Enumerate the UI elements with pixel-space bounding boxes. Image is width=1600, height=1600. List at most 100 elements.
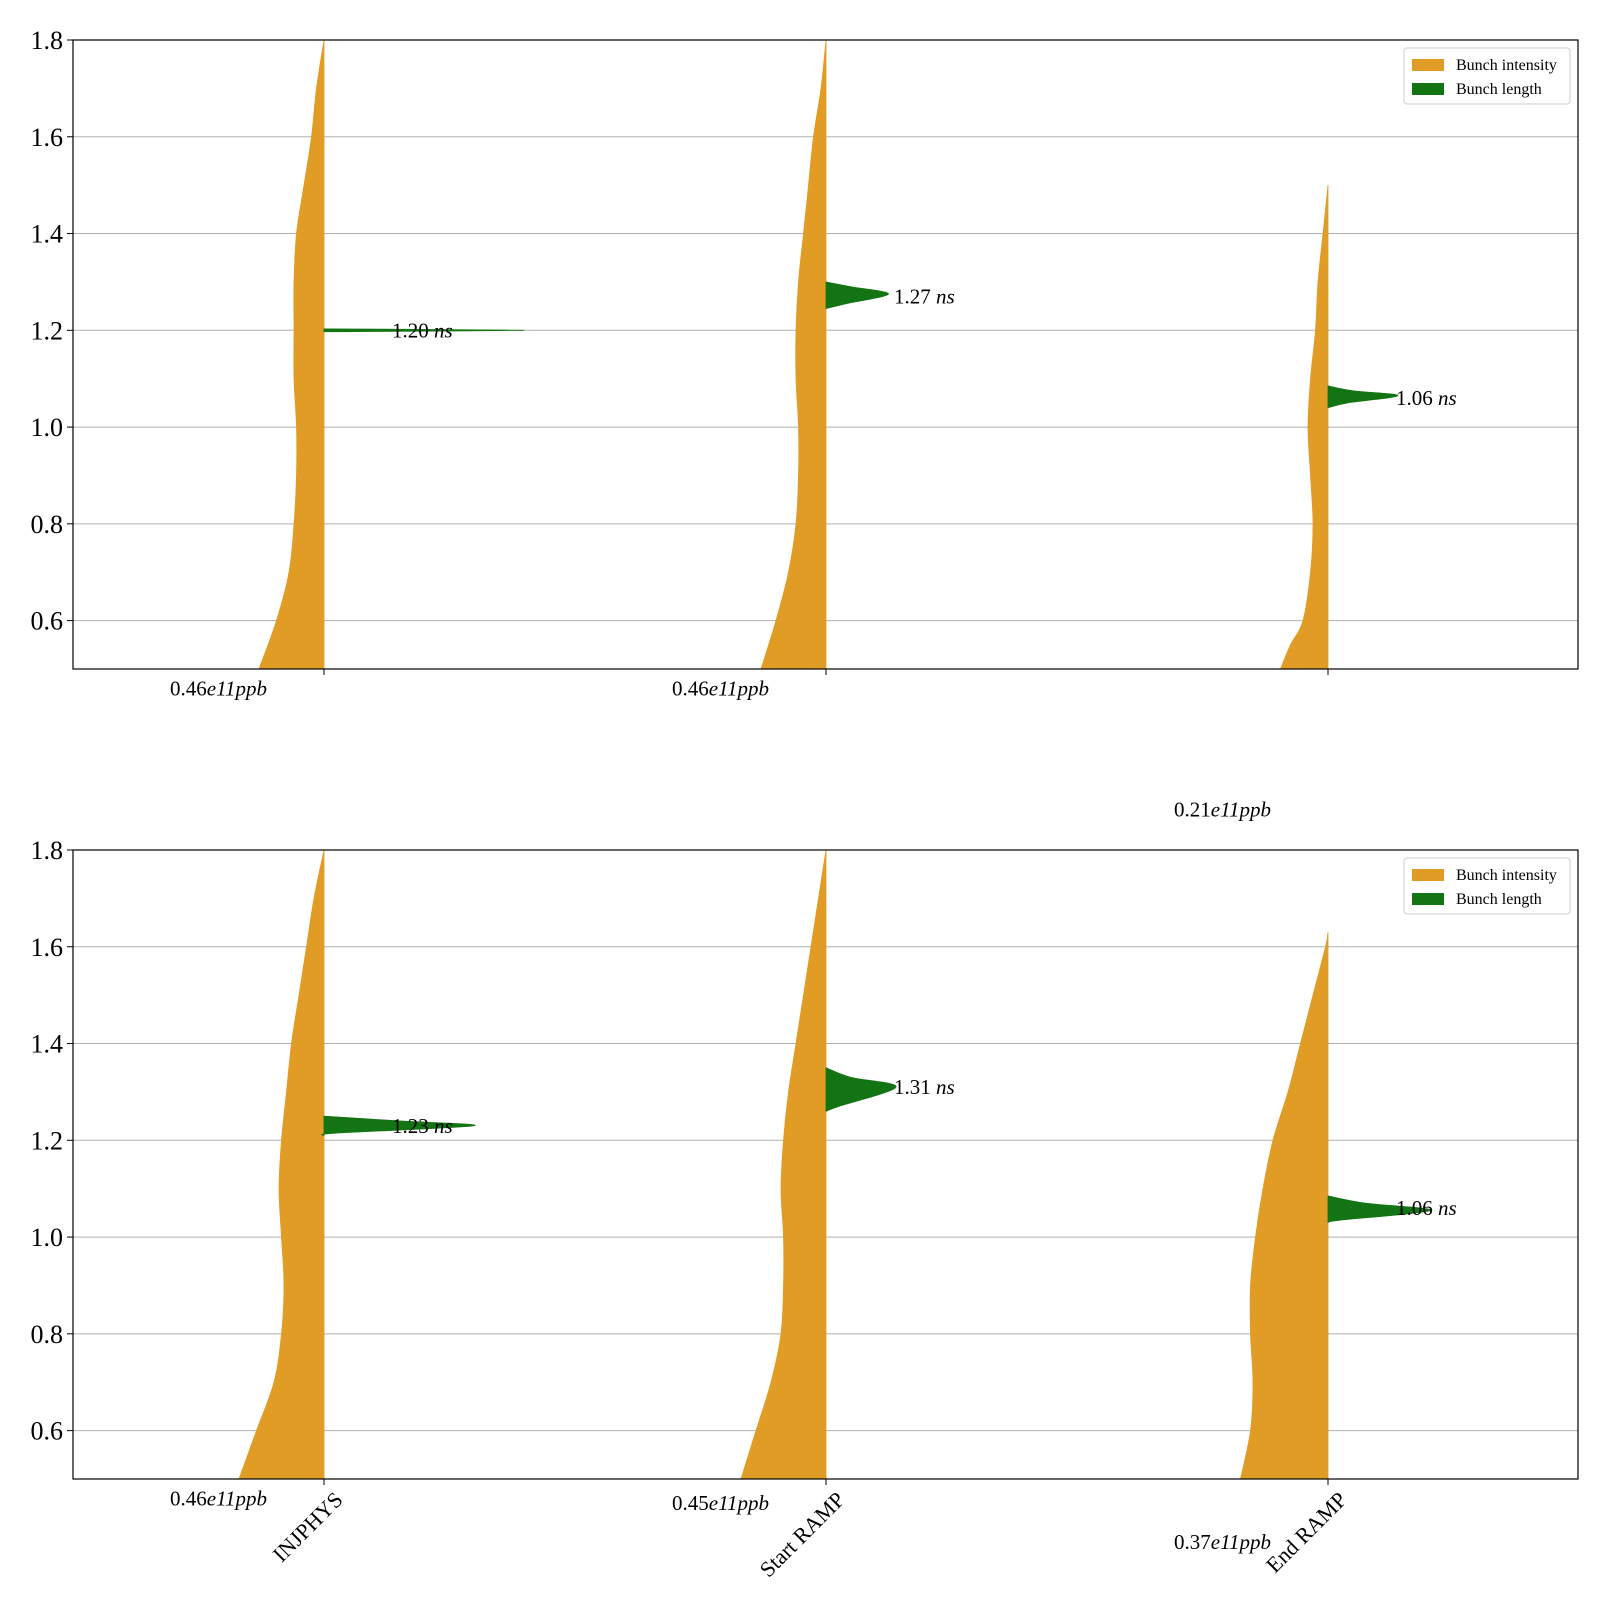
legend: Bunch intensity Bunch length xyxy=(1403,47,1571,105)
bunch-intensity-label: 0.37e11ppb xyxy=(1174,1530,1271,1554)
bunch-intensity-label: 0.21e11ppb xyxy=(1174,797,1271,821)
bunch-length-label-part: ns xyxy=(1438,1196,1457,1220)
bunch-intensity-label-part: ppb xyxy=(736,676,770,700)
legend-entry: Bunch length xyxy=(1456,81,1542,98)
y-tick-label-part: 1.8 xyxy=(31,26,64,55)
y-tick-label: 1.0 xyxy=(31,1223,64,1252)
bunch-intensity-label-part: e11 xyxy=(709,676,738,700)
bunch-length-label: 1.06 ns xyxy=(1396,386,1457,410)
y-tick-label: 1.8 xyxy=(31,836,64,865)
bunch-intensity-label-part: ppb xyxy=(736,1491,770,1515)
y-tick-label: 0.6 xyxy=(31,1417,64,1446)
y-tick-label-part: 0.8 xyxy=(31,510,64,539)
bunch-length-label-part: 1.20 xyxy=(392,318,434,342)
y-tick-label-part: 1.8 xyxy=(31,836,64,865)
y-tick-label-part: 1.6 xyxy=(31,933,64,962)
x-tick-label-part: End RAMP xyxy=(1261,1487,1352,1578)
intensity-violin-1 xyxy=(760,40,827,669)
bunch-length-label-part: ns xyxy=(936,1075,955,1099)
bunch-intensity-label-part: ppb xyxy=(1238,1530,1272,1554)
bunch-intensity-label-part: 0.46 xyxy=(170,1486,207,1510)
bunch-length-label-part: ns xyxy=(434,1114,453,1138)
bunch-intensity-label: 0.46e11ppb xyxy=(672,676,769,700)
bunch-length-label: 1.06 ns xyxy=(1396,1196,1457,1220)
intensity-violin-2 xyxy=(1280,185,1329,669)
y-tick-label: 1.4 xyxy=(31,220,64,249)
y-tick-label: 1.6 xyxy=(31,123,64,152)
x-tick-label: INJPHYS xyxy=(268,1487,348,1567)
y-tick-label: 0.8 xyxy=(31,510,64,539)
bunch-intensity-label-part: e11 xyxy=(1211,797,1240,821)
y-tick-label-part: 1.6 xyxy=(31,123,64,152)
y-tick-label: 1.8 xyxy=(31,26,64,55)
legend-entry-part: Bunch length xyxy=(1456,891,1542,908)
bunch-length-label: 1.23 ns xyxy=(392,1114,453,1138)
y-tick-label-part: 1.4 xyxy=(31,1030,64,1059)
legend-entry: Bunch intensity xyxy=(1456,57,1557,74)
bunch-intensity-label-part: ppb xyxy=(1238,797,1272,821)
bunch-intensity-label: 0.46e11ppb xyxy=(170,1486,267,1510)
length-violin-1 xyxy=(825,1067,897,1112)
bunch-intensity-label: 0.45e11ppb xyxy=(672,1491,769,1515)
legend-box xyxy=(1403,857,1571,915)
bunch-intensity-label-part: e11 xyxy=(207,1486,236,1510)
bunch-length-label-part: 1.23 xyxy=(392,1114,434,1138)
y-tick-label: 1.4 xyxy=(31,1030,64,1059)
intensity-violin-1 xyxy=(740,850,827,1479)
bunch-length-label: 1.20 ns xyxy=(392,318,453,342)
legend-swatch xyxy=(1412,893,1444,905)
bunch-intensity-label-part: ppb xyxy=(234,1486,268,1510)
y-tick-label: 0.6 xyxy=(31,607,64,636)
y-tick-label-part: 1.4 xyxy=(31,220,64,249)
bunch-intensity-label: 0.46e11ppb xyxy=(170,676,267,700)
legend-box xyxy=(1403,47,1571,105)
y-tick-label-part: 1.0 xyxy=(31,413,64,442)
bunch-length-label-part: ns xyxy=(434,318,453,342)
legend-swatch xyxy=(1412,869,1444,881)
legend: Bunch intensity Bunch length xyxy=(1403,857,1571,915)
y-tick-label-part: 1.2 xyxy=(31,1126,64,1155)
y-tick-label-part: 0.6 xyxy=(31,1417,64,1446)
y-tick-label: 1.2 xyxy=(31,316,64,345)
length-violin-1 xyxy=(825,281,889,310)
y-tick-label: 1.6 xyxy=(31,933,64,962)
violin-area xyxy=(258,40,1399,669)
y-tick-label: 1.0 xyxy=(31,413,64,442)
length-violin-0 xyxy=(321,1115,476,1136)
intensity-violin-0 xyxy=(238,850,325,1479)
violin-area xyxy=(238,850,1431,1479)
intensity-violin-0 xyxy=(258,40,325,669)
bunch-length-label-part: 1.27 xyxy=(894,284,936,308)
length-violin-0 xyxy=(323,328,525,333)
legend-entry-part: Bunch intensity xyxy=(1456,867,1557,884)
bunch-length-label-part: ns xyxy=(936,284,955,308)
legend-swatch xyxy=(1412,59,1444,71)
y-tick-label-part: 0.8 xyxy=(31,1320,64,1349)
y-tick-label-part: 1.2 xyxy=(31,316,64,345)
legend-entry-part: Bunch length xyxy=(1456,81,1542,98)
bunch-intensity-label-part: 0.21 xyxy=(1174,797,1211,821)
length-violin-2 xyxy=(1327,1195,1431,1224)
legend-entry-part: Bunch intensity xyxy=(1456,57,1557,74)
bunch-intensity-label-part: e11 xyxy=(1211,1530,1240,1554)
top-violin-panel: 0.60.81.01.21.41.61.81.20 ns1.27 ns1.06 … xyxy=(31,26,1579,821)
bunch-intensity-label-part: 0.37 xyxy=(1174,1530,1211,1554)
y-tick-label: 0.8 xyxy=(31,1320,64,1349)
x-tick-label: End RAMP xyxy=(1261,1487,1352,1578)
bunch-intensity-label-part: ppb xyxy=(234,676,268,700)
bunch-length-label: 1.27 ns xyxy=(894,284,955,308)
bunch-length-label-part: 1.31 xyxy=(894,1075,936,1099)
legend-entry: Bunch length xyxy=(1456,891,1542,908)
bunch-intensity-label-part: 0.45 xyxy=(672,1491,709,1515)
y-tick-label-part: 1.0 xyxy=(31,1223,64,1252)
bunch-intensity-label-part: 0.46 xyxy=(170,676,207,700)
length-violin-2 xyxy=(1327,385,1399,409)
x-tick-label-part: INJPHYS xyxy=(268,1487,348,1567)
intensity-violin-2 xyxy=(1240,932,1329,1479)
bunch-intensity-label-part: 0.46 xyxy=(672,676,709,700)
bunch-intensity-label-part: e11 xyxy=(709,1491,738,1515)
bunch-length-label-part: ns xyxy=(1438,386,1457,410)
bunch-length-label: 1.31 ns xyxy=(894,1075,955,1099)
